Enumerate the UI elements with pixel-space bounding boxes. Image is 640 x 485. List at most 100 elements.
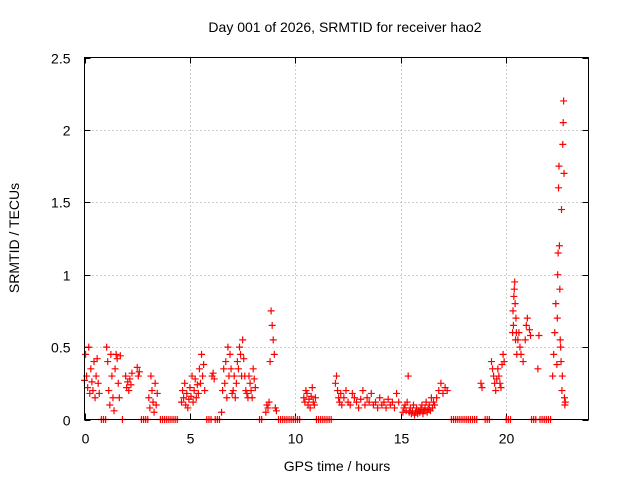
data-point: [408, 407, 416, 415]
data-point: [395, 398, 403, 406]
data-point: [515, 329, 523, 337]
data-point: [195, 365, 203, 373]
x-tick-label: 5: [187, 431, 195, 447]
data-point: [433, 394, 441, 402]
data-point: [82, 350, 90, 358]
grid-lines: [84, 57, 589, 420]
data-point: [510, 292, 518, 300]
data-point: [404, 372, 412, 380]
data-point: [550, 350, 558, 358]
data-point: [91, 394, 99, 402]
data-point: [103, 343, 111, 351]
data-point: [402, 407, 410, 415]
data-point: [361, 401, 369, 409]
data-point: [250, 375, 258, 383]
data-point: [555, 184, 563, 192]
data-point: [509, 307, 517, 315]
data-point: [112, 350, 120, 358]
data-point: [269, 336, 277, 344]
data-point: [525, 326, 533, 334]
data-point: [179, 387, 187, 395]
data-point: [235, 343, 243, 351]
x-axis-title: GPS time / hours: [284, 458, 391, 474]
data-point: [376, 394, 384, 402]
data-point: [559, 140, 567, 148]
data-point: [307, 392, 315, 400]
data-point: [535, 332, 543, 340]
data-point: [306, 404, 314, 412]
y-axis-title: SRMTID / TECUs: [6, 183, 22, 293]
x-tick-label: 15: [394, 431, 410, 447]
data-point: [227, 365, 235, 373]
data-point: [338, 401, 346, 409]
data-point: [331, 379, 339, 387]
x-tick-label: 10: [288, 431, 304, 447]
data-point: [393, 389, 401, 397]
plot-frame: [84, 57, 589, 420]
data-point: [110, 407, 118, 415]
data-point: [192, 394, 200, 402]
data-point: [514, 336, 522, 344]
data-point: [399, 408, 407, 416]
data-point: [126, 375, 134, 383]
data-point: [266, 358, 274, 366]
y-tick-label: 1: [63, 268, 71, 284]
data-point: [267, 307, 275, 315]
data-point: [359, 387, 367, 395]
data-point: [198, 350, 206, 358]
data-point: [512, 314, 520, 322]
data-point: [492, 387, 500, 395]
data-point: [184, 404, 192, 412]
data-point: [382, 404, 390, 412]
y-tick-label: 2: [63, 123, 71, 139]
data-point: [88, 378, 96, 386]
data-point: [496, 379, 504, 387]
data-point: [87, 365, 95, 373]
data-point: [421, 404, 429, 412]
data-point: [510, 285, 518, 293]
data-point: [497, 384, 505, 392]
data-point: [494, 365, 502, 373]
data-point: [342, 387, 350, 395]
data-point: [511, 278, 519, 286]
data-point: [554, 271, 562, 279]
data-point: [346, 401, 354, 409]
data-point: [125, 387, 133, 395]
axis-ticks: 0 5 10 15 20 0 0.5 1 1.5 2 2.5: [51, 51, 589, 447]
data-point: [384, 395, 392, 403]
data-point: [555, 162, 563, 170]
data-point: [388, 398, 396, 406]
data-point: [431, 401, 439, 409]
data-point: [245, 372, 253, 380]
data-point: [478, 384, 486, 392]
data-point: [229, 387, 237, 395]
data-point: [191, 375, 199, 383]
data-point: [200, 360, 208, 368]
data-point: [95, 389, 103, 397]
data-point: [560, 394, 568, 402]
data-point: [249, 365, 257, 373]
data-point: [311, 394, 319, 402]
data-point: [511, 300, 519, 308]
data-point: [89, 387, 97, 395]
data-point: [365, 398, 373, 406]
data-point: [435, 387, 443, 395]
data-point: [300, 394, 308, 402]
data-point: [417, 405, 425, 413]
data-point: [243, 389, 251, 397]
data-point: [134, 372, 142, 380]
data-point: [153, 389, 161, 397]
data-point: [333, 372, 340, 380]
data-point: [561, 398, 569, 406]
data-point: [499, 350, 507, 358]
data-point: [355, 404, 363, 412]
y-tick-label: 0: [63, 413, 71, 429]
data-point: [114, 379, 122, 387]
data-point: [233, 358, 241, 366]
data-point: [374, 404, 382, 412]
data-point: [559, 119, 567, 127]
data-point: [187, 392, 195, 400]
data-point: [104, 358, 112, 366]
data-point: [201, 387, 209, 395]
